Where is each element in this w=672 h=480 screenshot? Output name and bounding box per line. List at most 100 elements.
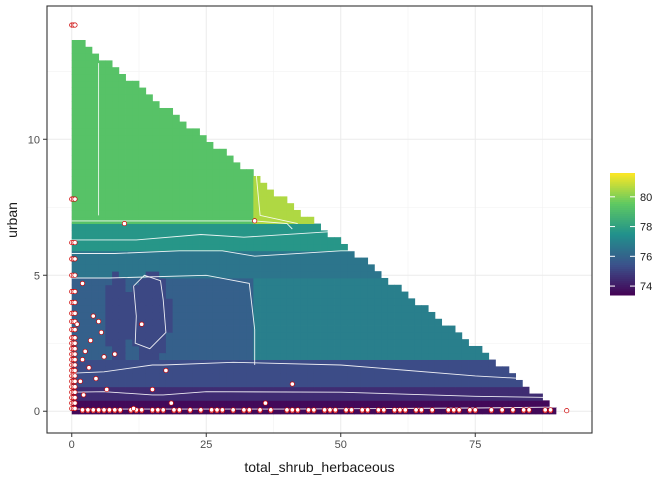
data-point bbox=[163, 367, 169, 373]
heat-cell bbox=[138, 257, 147, 265]
heat-cell bbox=[408, 339, 416, 347]
heat-cell bbox=[98, 128, 106, 136]
heat-cell bbox=[300, 305, 308, 313]
heat-cell bbox=[91, 53, 100, 61]
heat-cell bbox=[112, 209, 120, 218]
heat-cell bbox=[85, 237, 93, 245]
x-tick-label: 0 bbox=[69, 439, 75, 451]
heat-cell bbox=[85, 386, 93, 394]
heat-cell bbox=[132, 87, 140, 95]
heat-cell bbox=[179, 325, 187, 333]
heat-cell bbox=[199, 311, 207, 320]
heat-cell bbox=[226, 216, 234, 224]
heat-cell bbox=[118, 366, 126, 374]
heat-cell bbox=[125, 135, 133, 143]
heat-cell bbox=[340, 386, 348, 394]
heat-cell bbox=[387, 373, 395, 381]
data-point-marker bbox=[74, 321, 80, 327]
heat-cell bbox=[91, 107, 100, 116]
heat-cell bbox=[118, 230, 126, 238]
heat-cell bbox=[239, 386, 248, 394]
heat-cell bbox=[475, 386, 483, 394]
heat-cell bbox=[112, 128, 120, 136]
contour-line bbox=[71, 274, 256, 365]
heat-cell bbox=[434, 318, 443, 326]
heat-cell bbox=[475, 366, 483, 374]
heat-cell bbox=[340, 257, 348, 265]
heat-cell bbox=[138, 379, 147, 388]
heat-cell bbox=[105, 107, 113, 116]
observation-points bbox=[69, 22, 570, 414]
heat-cell bbox=[246, 209, 254, 218]
heat-cell bbox=[212, 250, 221, 258]
heat-cell bbox=[394, 298, 402, 306]
heat-cell bbox=[192, 311, 200, 320]
heat-cell bbox=[408, 366, 416, 374]
heat-cell bbox=[367, 393, 375, 401]
heat-cell bbox=[421, 311, 429, 320]
heat-cell bbox=[206, 216, 214, 224]
heat-cell bbox=[165, 325, 174, 333]
heat-cell bbox=[179, 135, 187, 143]
heat-cell bbox=[360, 379, 369, 388]
heat-cell bbox=[132, 393, 140, 401]
heat-cell bbox=[125, 271, 133, 279]
heat-cell bbox=[387, 339, 395, 347]
heat-cell bbox=[85, 298, 93, 306]
heat-cell bbox=[159, 128, 167, 136]
heat-cell bbox=[408, 379, 416, 388]
heat-cell bbox=[360, 325, 369, 333]
heat-cell bbox=[138, 182, 147, 190]
heat-cell bbox=[354, 305, 362, 313]
heat-cell bbox=[85, 169, 93, 177]
colorbar-segment bbox=[610, 286, 635, 290]
data-point-marker bbox=[72, 240, 78, 246]
heat-cell bbox=[138, 223, 147, 231]
heat-cell bbox=[542, 400, 550, 408]
heat-cell bbox=[233, 386, 241, 394]
heat-cell bbox=[307, 339, 315, 347]
heat-cell bbox=[421, 318, 429, 326]
heat-cell bbox=[286, 291, 295, 299]
heat-cell bbox=[468, 352, 476, 360]
heat-cell bbox=[186, 352, 194, 360]
heat-cell bbox=[152, 107, 160, 116]
heat-cell bbox=[414, 332, 422, 340]
heat-cell bbox=[159, 216, 167, 224]
heat-cell bbox=[145, 352, 153, 360]
heat-cell bbox=[165, 379, 174, 388]
heat-cell bbox=[98, 135, 106, 143]
heat-cell bbox=[226, 332, 234, 340]
heat-cell bbox=[132, 80, 140, 88]
heat-cell bbox=[340, 250, 348, 258]
heat-cell bbox=[159, 155, 167, 163]
data-point-marker bbox=[268, 407, 274, 413]
heat-cell bbox=[118, 311, 126, 320]
heat-cell bbox=[105, 271, 113, 279]
heat-cell bbox=[226, 196, 234, 204]
heat-cell bbox=[239, 305, 248, 313]
heat-cell bbox=[172, 332, 180, 340]
heat-cell bbox=[165, 135, 174, 143]
heat-cell bbox=[91, 209, 100, 218]
heat-cell bbox=[246, 373, 254, 381]
heat-cell bbox=[98, 332, 106, 340]
heat-cell bbox=[206, 196, 214, 204]
heat-cell bbox=[192, 352, 200, 360]
heat-cell bbox=[340, 277, 348, 286]
heat-cell bbox=[98, 209, 106, 218]
heat-cell bbox=[98, 114, 106, 122]
heat-cell bbox=[159, 114, 167, 122]
heat-cell bbox=[401, 393, 409, 401]
heat-cell bbox=[448, 345, 456, 354]
heat-cell bbox=[381, 325, 389, 333]
heat-cell bbox=[414, 400, 422, 408]
heat-cell bbox=[165, 189, 174, 197]
colorbar-segment bbox=[610, 213, 635, 217]
heat-cell bbox=[428, 339, 436, 347]
heat-cell bbox=[105, 332, 113, 340]
data-point-marker bbox=[155, 407, 161, 413]
heat-cell bbox=[441, 325, 449, 333]
heat-cell bbox=[273, 196, 281, 204]
heat-cell bbox=[253, 332, 261, 340]
